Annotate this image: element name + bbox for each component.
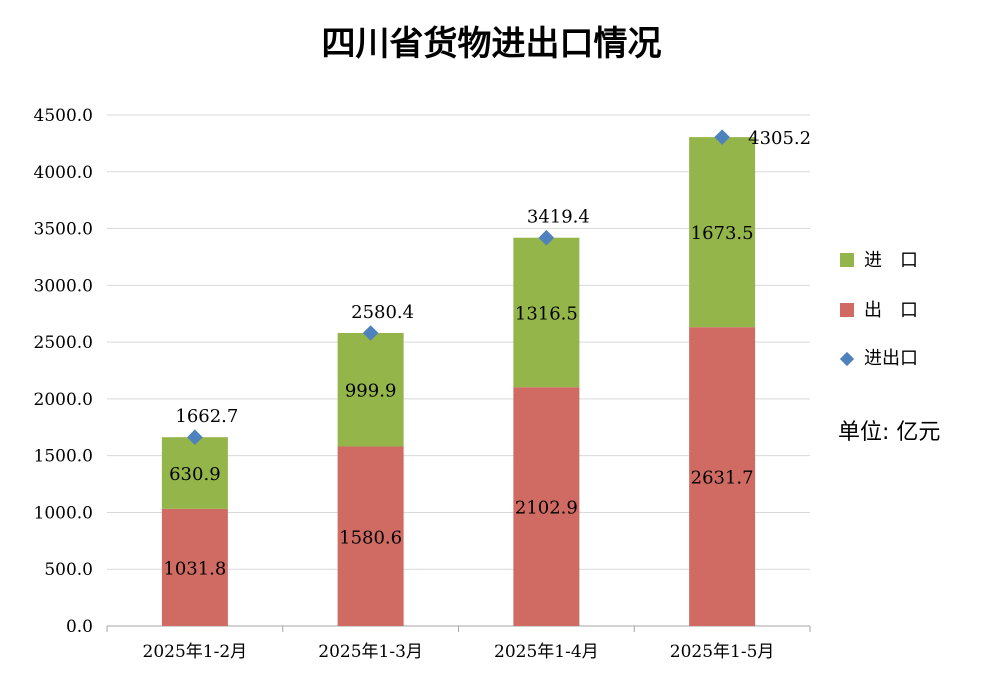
data-label-import: 999.9 <box>345 381 397 402</box>
x-tick-label: 2025年1-5月 <box>670 642 775 662</box>
data-label-export: 2631.7 <box>691 468 754 489</box>
y-tick-label: 1500.0 <box>34 447 93 467</box>
bar-export <box>337 446 404 626</box>
x-tick-label: 2025年1-3月 <box>318 642 423 662</box>
marker-total <box>187 429 203 445</box>
bar-export <box>161 508 228 626</box>
y-tick-label: 1000.0 <box>34 503 93 523</box>
bars <box>161 137 756 626</box>
import-swatch <box>840 253 854 267</box>
data-label-export: 1031.8 <box>163 558 226 579</box>
x-tick-label: 2025年1-4月 <box>494 642 599 662</box>
data-label-import: 630.9 <box>169 464 221 485</box>
bar-export <box>513 387 580 626</box>
legend-item-export: 出 口 <box>840 296 918 322</box>
legend-label-export: 出 口 <box>864 300 918 321</box>
legend-item-total: 进出口 <box>839 344 918 370</box>
bar-import <box>513 237 580 388</box>
legend-item-import: 进 口 <box>840 246 918 272</box>
y-tick-label: 4500.0 <box>34 106 93 126</box>
unit-note: 单位: 亿元 <box>838 420 941 445</box>
bar-import <box>689 137 756 328</box>
bar-export <box>689 327 756 626</box>
data-label-total: 1662.7 <box>175 406 238 427</box>
data-label-total: 2580.4 <box>351 302 414 323</box>
y-tick-label: 2500.0 <box>34 333 93 353</box>
data-label-total: 3419.4 <box>527 207 590 228</box>
marker-total <box>714 129 730 145</box>
total-markers <box>187 129 730 445</box>
y-axis-tick-labels: 0.0 500.0 1000.0 1500.0 2000.0 2500.0 3000.0 35… <box>34 106 93 637</box>
x-axis-tick-labels: 2025年1-2月 2025年1-3月 2025年1-4月 2025年1-5月 <box>143 642 775 662</box>
chart-title: 四川省货物进出口情况 <box>321 24 662 64</box>
legend-label-total: 进出口 <box>864 348 918 369</box>
export-swatch <box>840 303 854 317</box>
y-tick-label: 4000.0 <box>34 163 93 183</box>
y-tick-label: 500.0 <box>44 560 93 580</box>
data-label-total: 4305.2 <box>748 128 811 149</box>
y-tick-label: 0.0 <box>66 617 93 637</box>
data-labels: 1031.8 630.9 1662.7 1580.6 999.9 2580.4 2102.9… <box>163 128 811 579</box>
y-tick-label: 3000.0 <box>34 276 93 296</box>
data-label-export: 2102.9 <box>515 498 578 519</box>
diamond-icon <box>839 351 855 367</box>
marker-total <box>538 229 555 246</box>
data-label-import: 1673.5 <box>691 223 754 244</box>
data-label-export: 1580.6 <box>339 527 402 548</box>
data-label-import: 1316.5 <box>515 303 578 324</box>
y-tick-label: 2000.0 <box>34 390 93 410</box>
y-tick-label: 3500.0 <box>34 220 93 240</box>
bar-import <box>337 332 404 447</box>
x-tick-label: 2025年1-2月 <box>143 642 248 662</box>
legend-label-import: 进 口 <box>864 250 918 271</box>
bar-import <box>161 437 228 509</box>
